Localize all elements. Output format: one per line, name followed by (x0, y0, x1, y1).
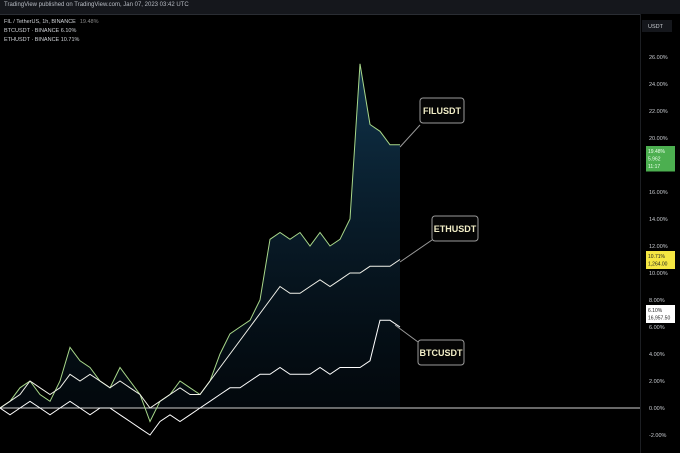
y-tick-label: 20.00% (649, 136, 668, 142)
y-tick-label: 2.00% (649, 379, 665, 385)
legend-item[interactable]: BTCUSDT · BINANCE 6.10% (4, 27, 99, 36)
y-tick-label: 24.00% (649, 82, 668, 88)
y-tick-label: 22.00% (649, 109, 668, 115)
callout-label: BTCUSDT (420, 348, 463, 358)
price-badge-eth: 10.71% 1,264.00 (646, 251, 675, 269)
legend-main-value: 19.48% (79, 19, 99, 25)
y-tick-label: 16.00% (649, 190, 668, 196)
badge-text: 11:17 (648, 164, 660, 170)
publish-header: TradingView published on TradingView.com… (0, 0, 680, 15)
badge-text: 16,957.50 (648, 316, 670, 322)
published-text: TradingView published on TradingView.com… (4, 2, 189, 8)
legend-item-label: BTCUSDT · BINANCE (4, 28, 60, 34)
y-tick-label: 4.00% (649, 352, 665, 358)
y-tick-label: 12.00% (649, 244, 668, 250)
callout-label: ETHUSDT (434, 224, 477, 234)
legend-item-value: 10.71% (60, 37, 80, 43)
series-line-ethusdt[interactable] (0, 259, 401, 409)
series-line-btcusdt[interactable] (0, 319, 401, 436)
y-tick-label: 6.00% (649, 325, 665, 331)
y-tick-label: 26.00% (649, 55, 668, 61)
y-tick-label: 14.00% (649, 217, 668, 223)
price-axis[interactable]: USDT 26.00% 24.00% 22.00% 20.00% 16.00% 14.00… (640, 0, 680, 453)
badge-text: 10.71% (648, 254, 666, 260)
badge-text: 19.48% (648, 149, 666, 155)
y-tick-label: 0.00% (649, 406, 665, 412)
y-tick-label: 10.00% (649, 271, 668, 277)
callout-label: FILUSDT (423, 106, 461, 116)
legend-item-value: 6.10% (60, 28, 77, 34)
y-tick-label: 8.00% (649, 298, 665, 304)
series-area-filusdt (0, 63, 400, 422)
badge-text: 1,264.00 (648, 262, 668, 268)
legend-main[interactable]: FIL / TetherUS, 1h, BINANCE 19.48% (4, 18, 99, 27)
badge-text: 6.10% (648, 308, 663, 314)
legend-item[interactable]: ETHUSDT · BINANCE 10.71% (4, 36, 99, 45)
callout-filusdt: FILUSDT (399, 97, 465, 148)
axis-currency: USDT (648, 24, 664, 30)
callout-ethusdt: ETHUSDT (399, 215, 479, 263)
legend-item-label: ETHUSDT · BINANCE (4, 37, 60, 43)
y-tick-label: -2.00% (649, 433, 667, 439)
callout-btcusdt: BTCUSDT (394, 324, 465, 366)
badge-text: 5.962 (648, 157, 661, 163)
legend-main-label: FIL / TetherUS, 1h, BINANCE (4, 19, 76, 25)
price-badge-btc: 6.10% 16,957.50 (646, 305, 675, 323)
chart-legend: FIL / TetherUS, 1h, BINANCE 19.48% BTCUSD… (4, 18, 99, 45)
